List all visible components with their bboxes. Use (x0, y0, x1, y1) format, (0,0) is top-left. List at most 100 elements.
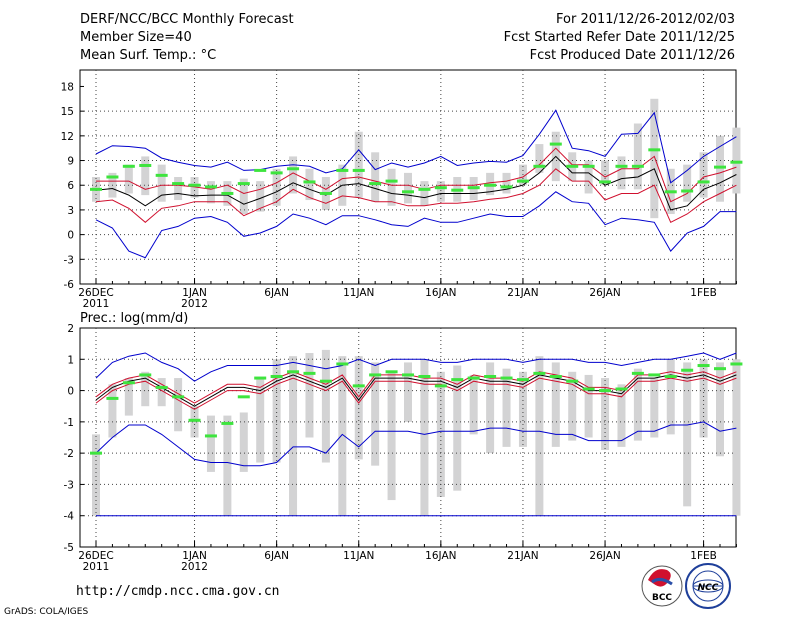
p1-ensemble-marker (122, 164, 135, 168)
p1-spread-box (683, 164, 692, 202)
p1-spread-box (206, 181, 215, 204)
p2-spread-box (601, 378, 610, 451)
p1-ensemble-marker (188, 183, 201, 187)
p2-ensemble-marker (221, 421, 234, 425)
p1-spread-box (157, 164, 166, 202)
p1-x-tick-label: 26JAN (589, 287, 620, 299)
p2-ensemble-marker (549, 374, 562, 378)
p2-spread-box (551, 362, 560, 447)
p1-ensemble-marker (139, 163, 152, 167)
p1-ensemble-marker (566, 164, 579, 168)
p1-ensemble-marker (336, 168, 349, 172)
p1-series-lower-line (95, 191, 737, 259)
p1-ensemble-marker (319, 191, 332, 195)
p2-ensemble-marker (500, 376, 513, 380)
p2-ensemble-marker (615, 387, 628, 391)
p1-spread-box (650, 98, 659, 219)
p1-spread-box (716, 135, 724, 202)
p1-ensemble-marker (599, 180, 612, 184)
p1-ensemble-marker (155, 173, 168, 177)
p1-ensemble-marker (287, 167, 300, 171)
p1-ensemble-marker (615, 164, 628, 168)
p2-ensemble-marker (369, 373, 382, 377)
p1-spread-box (633, 123, 642, 190)
p1-x-tick-label: 26DEC (78, 287, 113, 299)
p1-spread-box (404, 172, 412, 204)
p2-y-tick-label: -4 (64, 511, 75, 523)
p1-ensemble-marker (467, 186, 480, 190)
p2-ensemble-marker (681, 368, 694, 372)
p2-ensemble-marker (90, 451, 102, 455)
p1-ensemble-marker (221, 191, 234, 195)
p1-series-median-line (95, 155, 737, 211)
p1-y-tick-label: -6 (64, 279, 75, 291)
p1-ensemble-marker (664, 190, 677, 194)
p2-spread-box (124, 378, 133, 416)
bcc-logo: BCC (641, 565, 683, 607)
p1-x-tick-label: 16JAN (425, 287, 456, 299)
p2-x-tick-label: 26JAN (589, 550, 620, 562)
p1-spread-box (617, 156, 626, 190)
p2-ensemble-marker (730, 362, 743, 366)
p1-y-tick-label: 3 (67, 205, 74, 217)
p1-ensemble-marker (582, 164, 595, 168)
p1-ensemble-marker (434, 186, 447, 190)
ncc-logo-text: NCC (698, 583, 719, 593)
p1-ensemble-marker (270, 171, 283, 175)
forecast-started-date: Fcst Started Refer Date 2011/12/25 (504, 30, 735, 45)
p2-spread-box (535, 356, 544, 516)
p2-spread-box (486, 362, 495, 454)
forecast-range: For 2011/12/26-2012/02/03 (556, 12, 735, 27)
member-size: Member Size=40 (80, 30, 192, 45)
p2-ensemble-marker (697, 364, 710, 368)
p2-ensemble-marker (484, 374, 497, 378)
p1-ensemble-marker (516, 179, 529, 183)
p1-x-tick-label: 11JAN (343, 287, 374, 299)
p2-spread-box (92, 434, 100, 516)
p1-ensemble-marker (237, 182, 250, 186)
p2-spread-box (371, 362, 380, 466)
p1-x-tick-year: 2012 (181, 298, 208, 310)
p2-x-tick-label: 26DEC (78, 550, 113, 562)
p2-ensemble-marker (303, 371, 316, 375)
p1-ensemble-marker (730, 160, 743, 164)
p2-ensemble-marker (599, 389, 612, 393)
p2-ensemble-marker (155, 385, 168, 389)
p1-ensemble-marker (418, 187, 431, 191)
p1-spread-box (239, 178, 248, 215)
p1-y-tick-label: 6 (67, 180, 74, 192)
p2-spread-box (683, 362, 692, 507)
source-url: http://cmdp.ncc.cma.gov.cn (76, 584, 280, 599)
p2-ensemble-marker (139, 373, 152, 377)
p1-ensemble-marker (385, 179, 398, 183)
p2-spread-box (436, 371, 445, 497)
p1-y-tick-label: 12 (61, 131, 74, 143)
p2-ensemble-marker (434, 384, 447, 388)
p2-spread-box (239, 412, 248, 472)
p1-spread-box (174, 177, 183, 201)
p2-spread-box (469, 374, 478, 435)
panel2-variable: Prec.: log(mm/d) (80, 311, 188, 326)
p2-ensemble-marker (270, 374, 283, 378)
p2-ensemble-marker (631, 371, 644, 375)
p2-y-tick-label: -5 (64, 542, 74, 554)
p2-spread-box (699, 359, 708, 438)
p2-spread-box (141, 371, 150, 407)
p1-spread-box (256, 181, 265, 212)
p2-ensemble-marker (287, 370, 300, 374)
p1-x-tick-label: 6JAN (264, 287, 289, 299)
p2-ensemble-marker (204, 434, 217, 438)
p1-ensemble-marker (90, 187, 102, 191)
p2-ensemble-marker (648, 373, 661, 377)
p2-y-tick-label: -3 (64, 479, 74, 491)
p2-ensemble-marker (533, 371, 546, 375)
p2-spread-box (617, 384, 626, 447)
p1-spread-box (436, 181, 445, 202)
p2-ensemble-marker (385, 370, 398, 374)
p1-spread-box (371, 152, 380, 202)
p1-ensemble-marker (106, 175, 119, 179)
p2-ensemble-marker (336, 362, 349, 366)
p1-ensemble-marker (681, 189, 694, 193)
p1-spread-box (584, 160, 593, 194)
